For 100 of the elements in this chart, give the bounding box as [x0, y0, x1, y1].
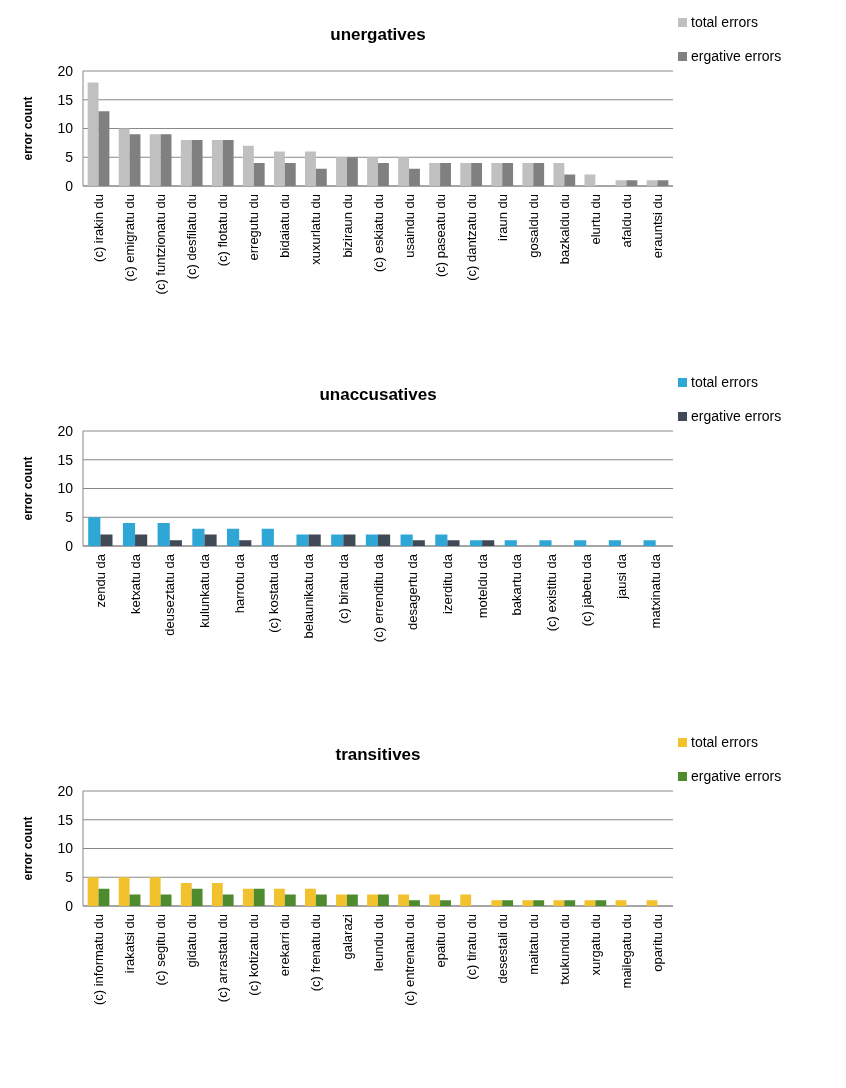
x-tick-label: (c) funtzionatu du [153, 194, 169, 295]
bar [553, 900, 565, 906]
y-tick-label: 5 [65, 509, 74, 526]
legend-label: total errors [691, 14, 758, 31]
bar [305, 151, 316, 186]
bar [539, 540, 552, 546]
bar [491, 163, 503, 186]
bar [192, 528, 205, 546]
x-tick-label: bidaiatu du [277, 194, 293, 258]
y-tick-label: 0 [65, 177, 74, 194]
y-tick-label: 5 [65, 869, 74, 886]
x-tick-label: leundu du [370, 914, 386, 972]
bar [460, 163, 472, 186]
bar [469, 540, 483, 546]
bar [305, 888, 316, 906]
bar [204, 534, 217, 546]
bar [180, 140, 192, 186]
bar [460, 894, 472, 906]
y-tick-label: 0 [65, 537, 74, 554]
x-tick-label: (c) eskiatu du [370, 194, 386, 273]
legend-label: total errors [691, 734, 758, 751]
x-tick-label: (c) flotatu du [215, 194, 231, 267]
bar [227, 528, 240, 546]
bar [533, 900, 545, 906]
x-tick-label: (c) errenditu da [370, 553, 386, 643]
y-axis-title: error count [21, 456, 35, 521]
bar [412, 540, 425, 546]
x-tick-label: biziraun du [339, 194, 355, 258]
x-tick-label: galarazi [339, 913, 355, 960]
bar [135, 534, 148, 546]
bar [522, 163, 534, 186]
bar [118, 877, 130, 906]
y-tick-label: 0 [65, 897, 74, 914]
bar [273, 151, 285, 186]
x-tick-label: (c) informatu du [91, 914, 107, 1006]
bar [435, 534, 448, 546]
bar [429, 163, 441, 186]
bar [242, 888, 254, 906]
x-tick-label: (c) dantzatu du [463, 194, 479, 281]
bar [191, 888, 203, 906]
x-tick-label: afaldu du [618, 194, 634, 248]
x-tick-label: mailegatu du [618, 914, 634, 989]
bar [315, 894, 327, 906]
x-tick-label: (c) tiratu du [463, 914, 479, 980]
bar [646, 900, 658, 906]
y-axis-title: error count [21, 816, 35, 881]
legend-label: total errors [691, 374, 758, 391]
bar [398, 157, 410, 186]
bar [429, 894, 441, 906]
bar [491, 900, 503, 906]
chart-title: unergatives [330, 25, 426, 44]
bar [149, 877, 161, 906]
x-tick-label: gosaldu du [525, 194, 541, 258]
bar [522, 900, 534, 906]
bar [336, 157, 347, 186]
bar [169, 540, 182, 546]
bar [87, 82, 99, 186]
bar [343, 534, 356, 546]
legend-label: ergative errors [691, 48, 782, 65]
bar [296, 534, 309, 546]
x-tick-label: belaunikatu da [301, 553, 317, 639]
y-tick-label: 10 [57, 840, 74, 857]
legend-label: ergative errors [691, 768, 782, 785]
bar [222, 894, 234, 906]
x-tick-label: desagertu da [405, 553, 421, 630]
x-tick-label: deuseztatu da [162, 553, 178, 636]
y-tick-label: 20 [57, 422, 74, 439]
x-tick-label: (c) jabetu da [578, 553, 594, 627]
y-tick-label: 10 [57, 120, 74, 137]
x-tick-label: harrotu da [231, 553, 247, 614]
x-tick-label: (c) irakin du [91, 194, 107, 262]
bar [242, 145, 254, 186]
bar [336, 894, 347, 906]
x-tick-label: (c) segitu du [153, 914, 169, 986]
bar [400, 534, 413, 546]
x-tick-label: izerditu da [439, 553, 455, 614]
bar [367, 894, 378, 906]
x-tick-label: desestali du [494, 914, 510, 984]
x-tick-label: zendu da [92, 553, 108, 608]
x-tick-label: moteldu da [474, 553, 490, 619]
bar [615, 180, 627, 186]
bar [211, 140, 223, 186]
bar [608, 540, 621, 546]
x-tick-label: (c) existitu da [544, 553, 560, 632]
bar [253, 888, 265, 906]
x-tick-label: iraun du [494, 194, 510, 241]
bar [646, 180, 658, 186]
y-tick-label: 20 [57, 782, 74, 799]
x-tick-label: bakartu da [509, 553, 525, 616]
bar [331, 534, 344, 546]
x-tick-label: (c) desfilatu du [184, 194, 200, 280]
y-tick-label: 15 [57, 451, 74, 468]
x-tick-label: txukundu du [556, 914, 572, 985]
bar [398, 894, 410, 906]
chart-title: transitives [335, 745, 421, 764]
bar [504, 540, 517, 546]
bar [157, 523, 170, 546]
x-tick-label: ketxatu da [127, 553, 143, 614]
x-tick-label: xuxurlatu du [308, 194, 324, 265]
y-tick-label: 5 [65, 149, 74, 166]
